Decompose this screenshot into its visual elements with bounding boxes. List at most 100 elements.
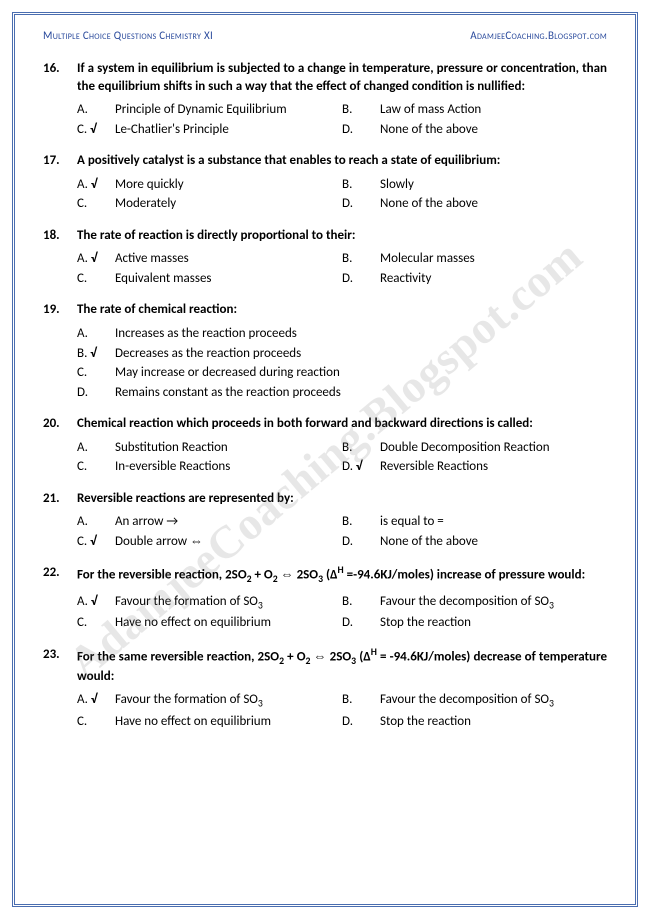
page-frame: AdamjeeCoaching.Blogspot.com Multiple Ch… [12, 12, 638, 907]
option-letter: C. [77, 195, 115, 213]
option: B.Slowly [342, 176, 607, 194]
option: B.Favour the decomposition of SO3 [342, 691, 607, 711]
option-text: Have no effect on equilibrium [115, 713, 342, 731]
question-stem: Chemical reaction which proceeds in both… [77, 415, 607, 433]
option-letter: A. √ [77, 250, 115, 268]
option: A. √Favour the formation of SO3 [77, 593, 342, 613]
options: A. √Favour the formation of SO3B.Favour … [77, 591, 607, 632]
option: D.Stop the reaction [342, 614, 607, 632]
question-stem: Reversible reactions are represented by: [77, 490, 607, 508]
option-letter: B. [342, 593, 380, 613]
question-number: 19. [43, 301, 77, 401]
option-letter: B. [342, 176, 380, 194]
option: C.Moderately [77, 195, 342, 213]
question-number: 17. [43, 152, 77, 213]
question: 19.The rate of chemical reaction:A.Incre… [43, 301, 607, 401]
option-letter: D. [342, 270, 380, 288]
option-text: Increases as the reaction proceeds [115, 325, 607, 343]
option-text: None of the above [380, 533, 607, 551]
option: B.is equal to = [342, 513, 607, 531]
page-header: Multiple Choice Questions Chemistry XI A… [43, 29, 607, 42]
question-body: For the reversible reaction, 2SO2 + O2 ⇔… [77, 564, 607, 631]
option-text: Favour the decomposition of SO3 [380, 593, 607, 613]
option: D.None of the above [342, 195, 607, 213]
option-text: Moderately [115, 195, 342, 213]
option-text: None of the above [380, 121, 607, 139]
option: D.Reactivity [342, 270, 607, 288]
option: A.Principle of Dynamic Equilibrium [77, 101, 342, 119]
option-letter: C. [77, 364, 115, 382]
option-text: None of the above [380, 195, 607, 213]
header-right: AdamjeeCoaching.Blogspot.com [470, 29, 607, 42]
check-icon: √ [91, 594, 97, 609]
options: A. √Favour the formation of SO3B.Favour … [77, 689, 607, 730]
question-stem: If a system in equilibrium is subjected … [77, 60, 607, 95]
option: A. √Favour the formation of SO3 [77, 691, 342, 711]
option: C.Equivalent masses [77, 270, 342, 288]
question: 18.The rate of reaction is directly prop… [43, 227, 607, 288]
options: A.Increases as the reaction proceedsB. √… [77, 323, 607, 401]
option-letter: C. [77, 713, 115, 731]
option-text: May increase or decreased during reactio… [115, 364, 607, 382]
option-text: Molecular masses [380, 250, 607, 268]
options: A.An arrow →B.is equal to =C. √Double ar… [77, 511, 607, 550]
option-text: Stop the reaction [380, 713, 607, 731]
option-letter: B. [342, 513, 380, 531]
option-letter: C. [77, 458, 115, 476]
option-text: Stop the reaction [380, 614, 607, 632]
option-letter: D. [342, 533, 380, 551]
check-icon: √ [90, 534, 96, 549]
option: C. √Le-Chatlier's Principle [77, 121, 342, 139]
option-text: Equivalent masses [115, 270, 342, 288]
question: 16.If a system in equilibrium is subject… [43, 60, 607, 138]
question-number: 21. [43, 490, 77, 551]
option-text: Double Decomposition Reaction [380, 439, 607, 457]
option-text: Reactivity [380, 270, 607, 288]
question-number: 23. [43, 646, 77, 731]
check-icon: √ [90, 346, 96, 361]
option-letter: C. √ [77, 533, 115, 551]
option-text: In-eversible Reactions [115, 458, 342, 476]
option-text: More quickly [115, 176, 342, 194]
option: B.Favour the decomposition of SO3 [342, 593, 607, 613]
options: A.Substitution ReactionB.Double Decompos… [77, 437, 607, 476]
option-letter: D. [342, 121, 380, 139]
question-stem: A positively catalyst is a substance tha… [77, 152, 607, 170]
question-body: A positively catalyst is a substance tha… [77, 152, 607, 213]
option-text: Reversible Reactions [380, 458, 607, 476]
question-number: 20. [43, 415, 77, 476]
option-text: Substitution Reaction [115, 439, 342, 457]
options: A. √More quicklyB.SlowlyC.ModeratelyD.No… [77, 174, 607, 213]
option-letter: C. √ [77, 121, 115, 139]
check-icon: √ [90, 122, 96, 137]
option: D. √Reversible Reactions [342, 458, 607, 476]
question: 23.For the same reversible reaction, 2SO… [43, 646, 607, 731]
option-text: An arrow → [115, 513, 342, 531]
option-letter: D. [342, 614, 380, 632]
option-text: Remains constant as the reaction proceed… [115, 384, 607, 402]
option-text: Law of mass Action [380, 101, 607, 119]
option: A.An arrow → [77, 513, 342, 531]
question-stem: For the same reversible reaction, 2SO2 +… [77, 646, 607, 686]
option-letter: B. √ [77, 345, 115, 363]
check-icon: √ [91, 251, 97, 266]
question: 21.Reversible reactions are represented … [43, 490, 607, 551]
question-body: Chemical reaction which proceeds in both… [77, 415, 607, 476]
option-text: Have no effect on equilibrium [115, 614, 342, 632]
option-letter: B. [342, 691, 380, 711]
option: C.May increase or decreased during react… [77, 364, 607, 382]
option-text: Le-Chatlier's Principle [115, 121, 342, 139]
option-letter: A. √ [77, 691, 115, 711]
check-icon: √ [356, 459, 362, 474]
option-letter: C. [77, 270, 115, 288]
option-letter: A. √ [77, 176, 115, 194]
option-text: Active masses [115, 250, 342, 268]
option-text: Slowly [380, 176, 607, 194]
option: C.Have no effect on equilibrium [77, 614, 342, 632]
option-text: Favour the formation of SO3 [115, 593, 342, 613]
option: C. √Double arrow ⇔ [77, 533, 342, 551]
option-letter: B. [342, 101, 380, 119]
question-body: The rate of reaction is directly proport… [77, 227, 607, 288]
page: AdamjeeCoaching.Blogspot.com Multiple Ch… [0, 0, 650, 919]
option: C.In-eversible Reactions [77, 458, 342, 476]
